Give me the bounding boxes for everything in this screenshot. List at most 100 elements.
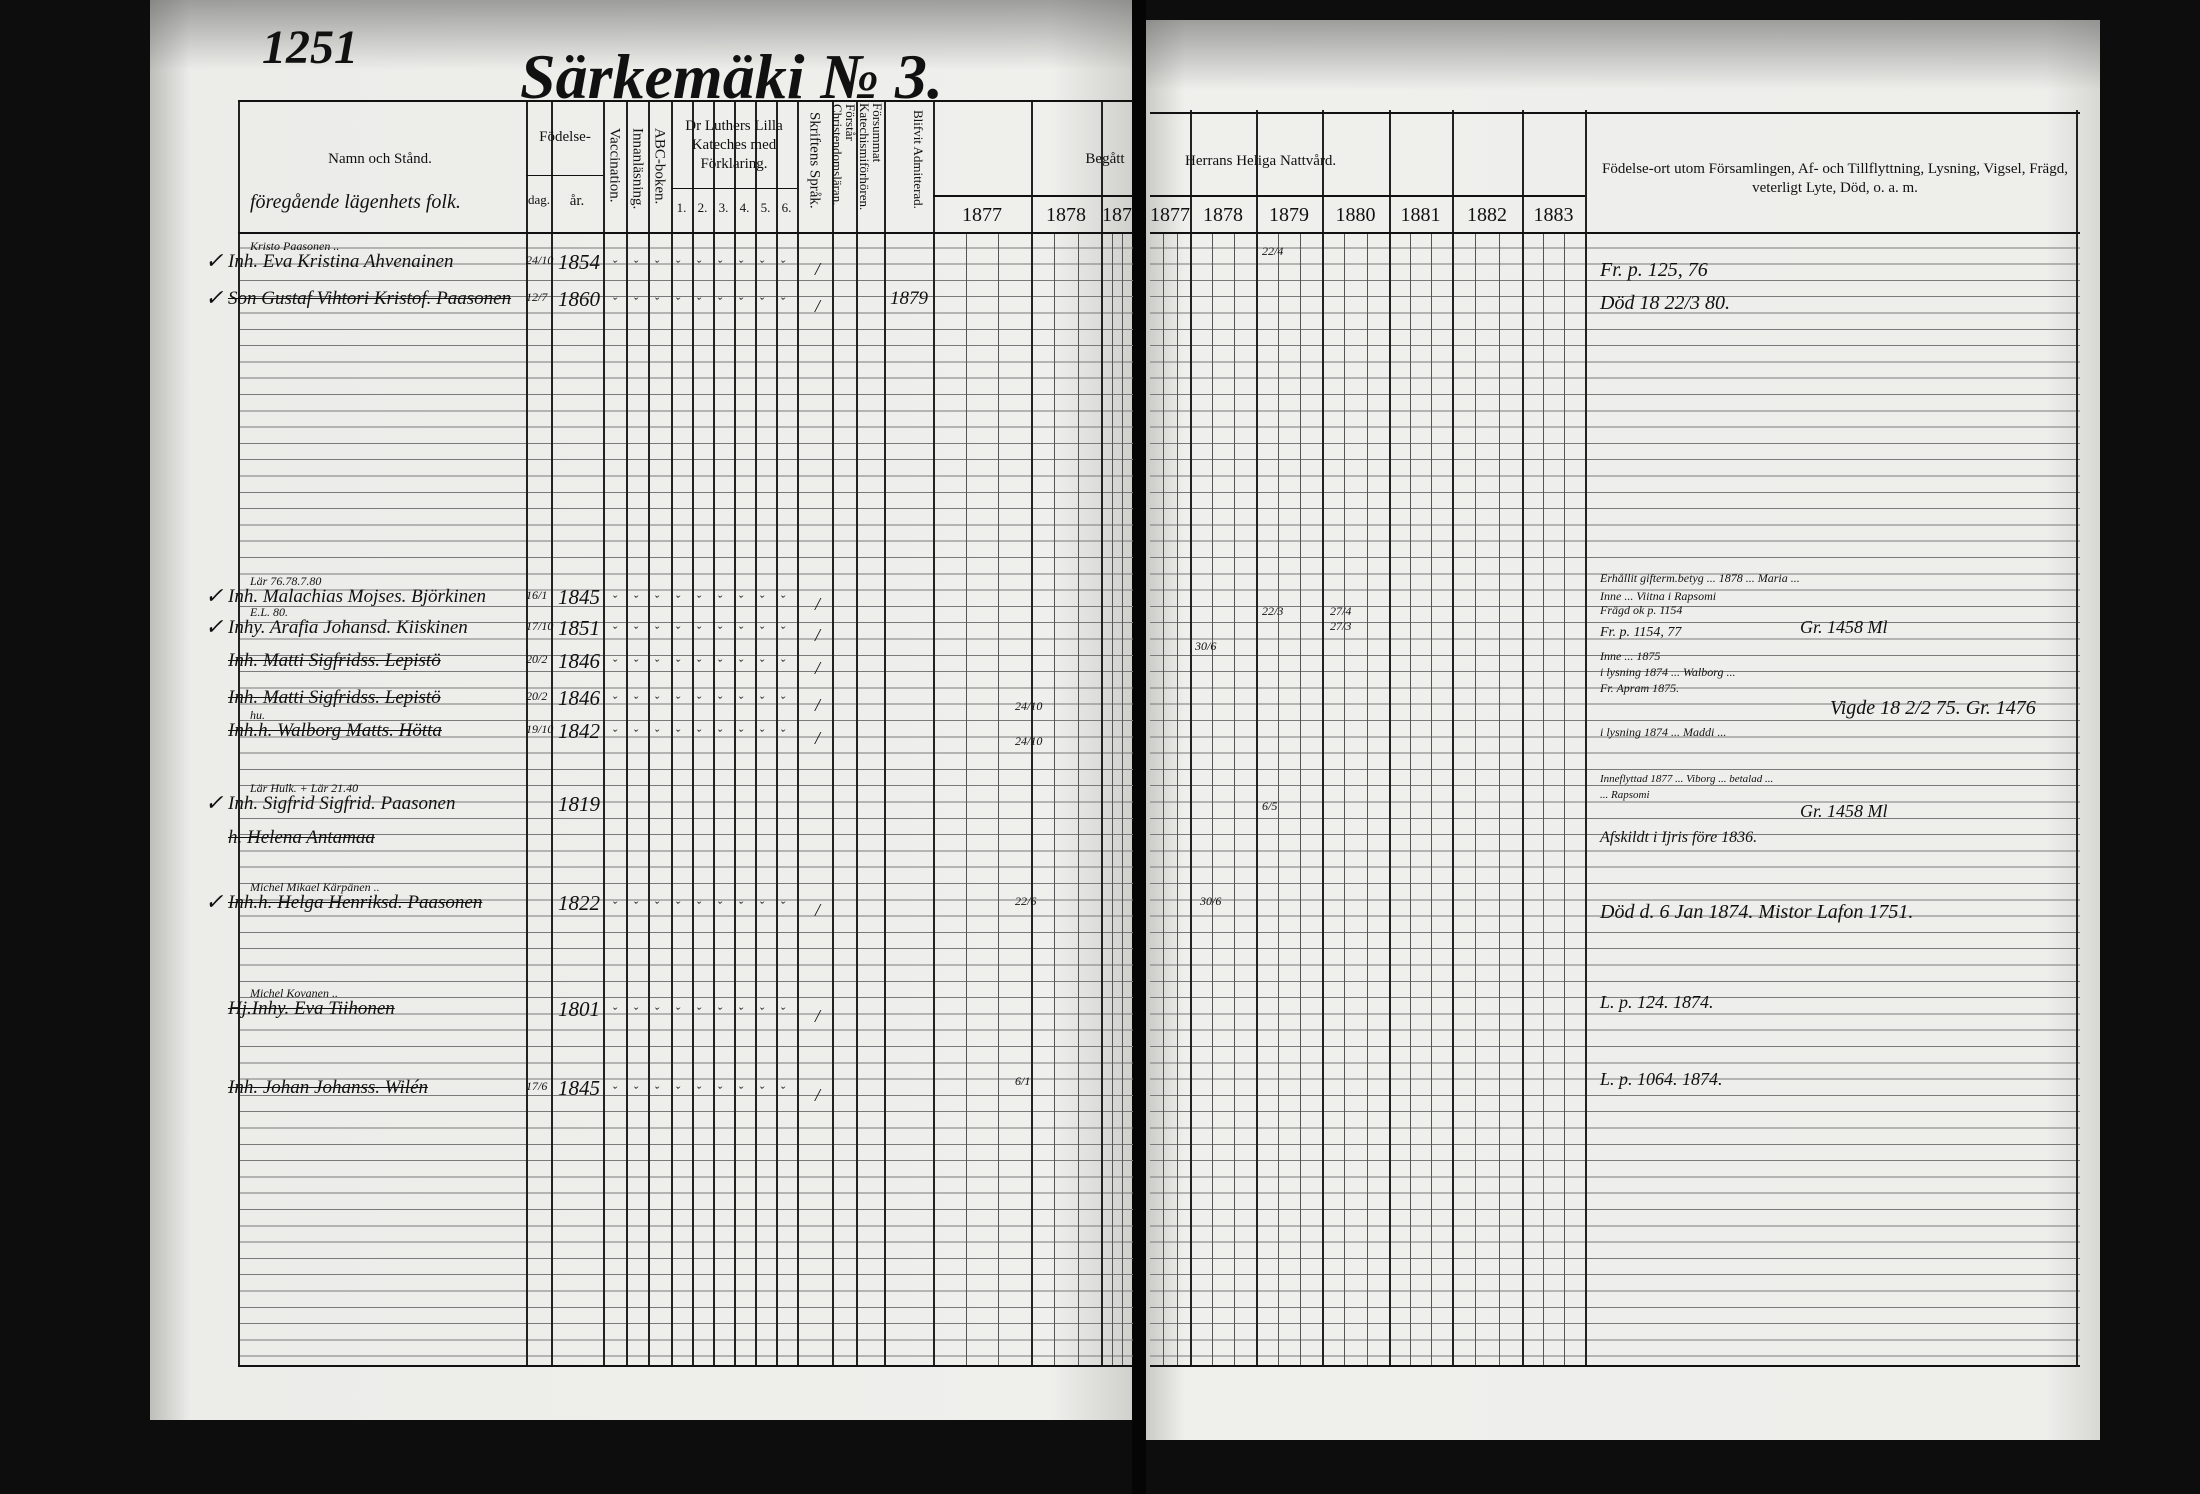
communion-mark: 24/10: [1015, 734, 1043, 748]
header-birth: Födelse-: [539, 129, 591, 145]
sub-column-line: [965, 232, 967, 1365]
communion-mark: 30/6: [1200, 894, 1222, 908]
margin-check: ✓: [205, 285, 224, 310]
sub-column-line: [1543, 232, 1544, 1365]
check-mark: ˇ: [612, 1006, 617, 1021]
header-year: 1878: [1203, 204, 1243, 226]
check-mark: ˇ: [738, 296, 743, 311]
check-mark: ˇ: [654, 728, 659, 743]
header-year: 1882: [1467, 204, 1507, 226]
check-mark: ˇ: [717, 728, 722, 743]
entry-name: Son Gustaf Vihtori Kristof. Paasonen: [228, 288, 512, 309]
column-line: [832, 100, 834, 1365]
column-line: [856, 100, 858, 1365]
check-mark: ˇ: [696, 728, 701, 743]
header-luther-part: 5.: [760, 200, 771, 215]
check-mark: ˇ: [759, 296, 764, 311]
remark-entry: Erhållit gifterm.betyg ... 1878 ... Mari…: [1600, 571, 1800, 585]
column-line: [776, 100, 778, 1365]
check-mark: ˇ: [654, 658, 659, 673]
check-mark: ˇ: [675, 900, 680, 915]
remark-entry: Inne ... Viitna i Rapsomi: [1600, 589, 1717, 603]
year-row-line: [1150, 195, 1585, 197]
column-line: [1101, 100, 1103, 1365]
check-mark: /: [815, 594, 821, 614]
check-mark: ˇ: [759, 625, 764, 640]
check-mark: ˇ: [675, 695, 680, 710]
sub-column-line: [1475, 232, 1477, 1365]
column-line: [933, 100, 935, 1365]
check-mark: ˇ: [759, 695, 764, 710]
check-mark: ˇ: [633, 900, 638, 915]
check-mark: /: [815, 625, 821, 645]
check-mark: ˇ: [654, 900, 659, 915]
check-mark: ˇ: [738, 695, 743, 710]
header-year: 1877: [1150, 204, 1190, 226]
sub-column-line: [1163, 232, 1165, 1365]
header-luther-part: 1.: [676, 200, 687, 215]
check-mark: ˇ: [780, 728, 785, 743]
check-mark: ˇ: [780, 594, 785, 609]
sub-column-line: [1344, 232, 1346, 1365]
check-mark: ˇ: [675, 625, 680, 640]
header-top-line: [238, 100, 1133, 102]
year-row-line: [933, 195, 1133, 197]
check-mark: ˇ: [738, 728, 743, 743]
entry-name: Inh. Matti Sigfridss. Lepistö: [228, 650, 441, 671]
check-mark: ˇ: [759, 900, 764, 915]
column-line: [526, 100, 528, 1365]
remark-entry: i lysning 1874 ... Maddi ...: [1600, 725, 1727, 739]
communion-mark: 6/5: [1262, 799, 1278, 813]
remark-entry: Gr. 1458 Ml: [1800, 617, 1888, 637]
remark-entry: Inneflyttad 1877 ... Viborg ... betalad …: [1600, 773, 1774, 785]
header-year: 1877: [962, 204, 1002, 226]
header-year: 187: [1102, 204, 1132, 226]
check-mark: ˇ: [780, 900, 785, 915]
entry-name: Inh. Matti Sigfridss. Lepistö: [228, 687, 441, 708]
header-vaccination: Vaccination.: [606, 128, 623, 203]
header-blifvit: Blifvit Admitterad.: [911, 110, 926, 209]
column-line: [1031, 100, 1033, 1365]
column-line: [671, 100, 673, 1365]
entry-birth-year: 1842: [558, 719, 600, 743]
check-mark: ˇ: [717, 658, 722, 673]
check-mark: ˇ: [780, 1006, 785, 1021]
header-luther-part: 2.: [697, 200, 708, 215]
sub-column-line: [1176, 232, 1178, 1365]
check-mark: ˇ: [675, 1085, 680, 1100]
remark-entry: Död d. 6 Jan 1874. Mistor Lafon 1751.: [1600, 901, 1914, 923]
check-mark: ˇ: [780, 1085, 785, 1100]
entry-birth-day: 16/1: [526, 588, 548, 602]
check-mark: ˇ: [675, 658, 680, 673]
column-line: [797, 100, 799, 1365]
remark-entry: Vigde 18 2/2 75. Gr. 1476: [1830, 697, 2036, 719]
remark-entry: Inne ... 1875: [1600, 649, 1661, 663]
entry-birth-day: 24/10: [526, 253, 554, 267]
check-mark: ˇ: [696, 1006, 701, 1021]
entry-name: h. Helena Antamaa: [228, 827, 375, 848]
header-luther-part: 6.: [781, 200, 792, 215]
communion-mark: 27/3: [1330, 619, 1352, 633]
check-mark: ˇ: [759, 594, 764, 609]
check-mark: ˇ: [759, 658, 764, 673]
column-line: [1322, 110, 1324, 1365]
check-mark: ˇ: [654, 296, 659, 311]
remark-entry: Fr. p. 1154, 77: [1600, 625, 1682, 640]
header-luther: Dr Luthers Lilla Kateches med Förklaring…: [685, 118, 783, 172]
check-mark: ˇ: [738, 259, 743, 274]
check-mark: /: [815, 658, 821, 678]
entry-note: hu.: [250, 708, 265, 722]
entry-birth-year: 1801: [558, 997, 600, 1021]
check-mark: ˇ: [759, 1085, 764, 1100]
check-mark: /: [815, 695, 821, 715]
sub-column-line: [1212, 232, 1213, 1365]
header-year: 1880: [1335, 204, 1376, 226]
column-line: [713, 100, 715, 1365]
check-mark: ˇ: [696, 625, 701, 640]
header-year: 1883: [1533, 204, 1574, 226]
entry-note: Kristo Paasonen ..: [250, 239, 340, 253]
column-line: [1452, 110, 1454, 1365]
check-mark: ˇ: [759, 1006, 764, 1021]
entry-birth-year: 1854: [558, 250, 600, 274]
header-year: 1879: [1269, 204, 1309, 226]
